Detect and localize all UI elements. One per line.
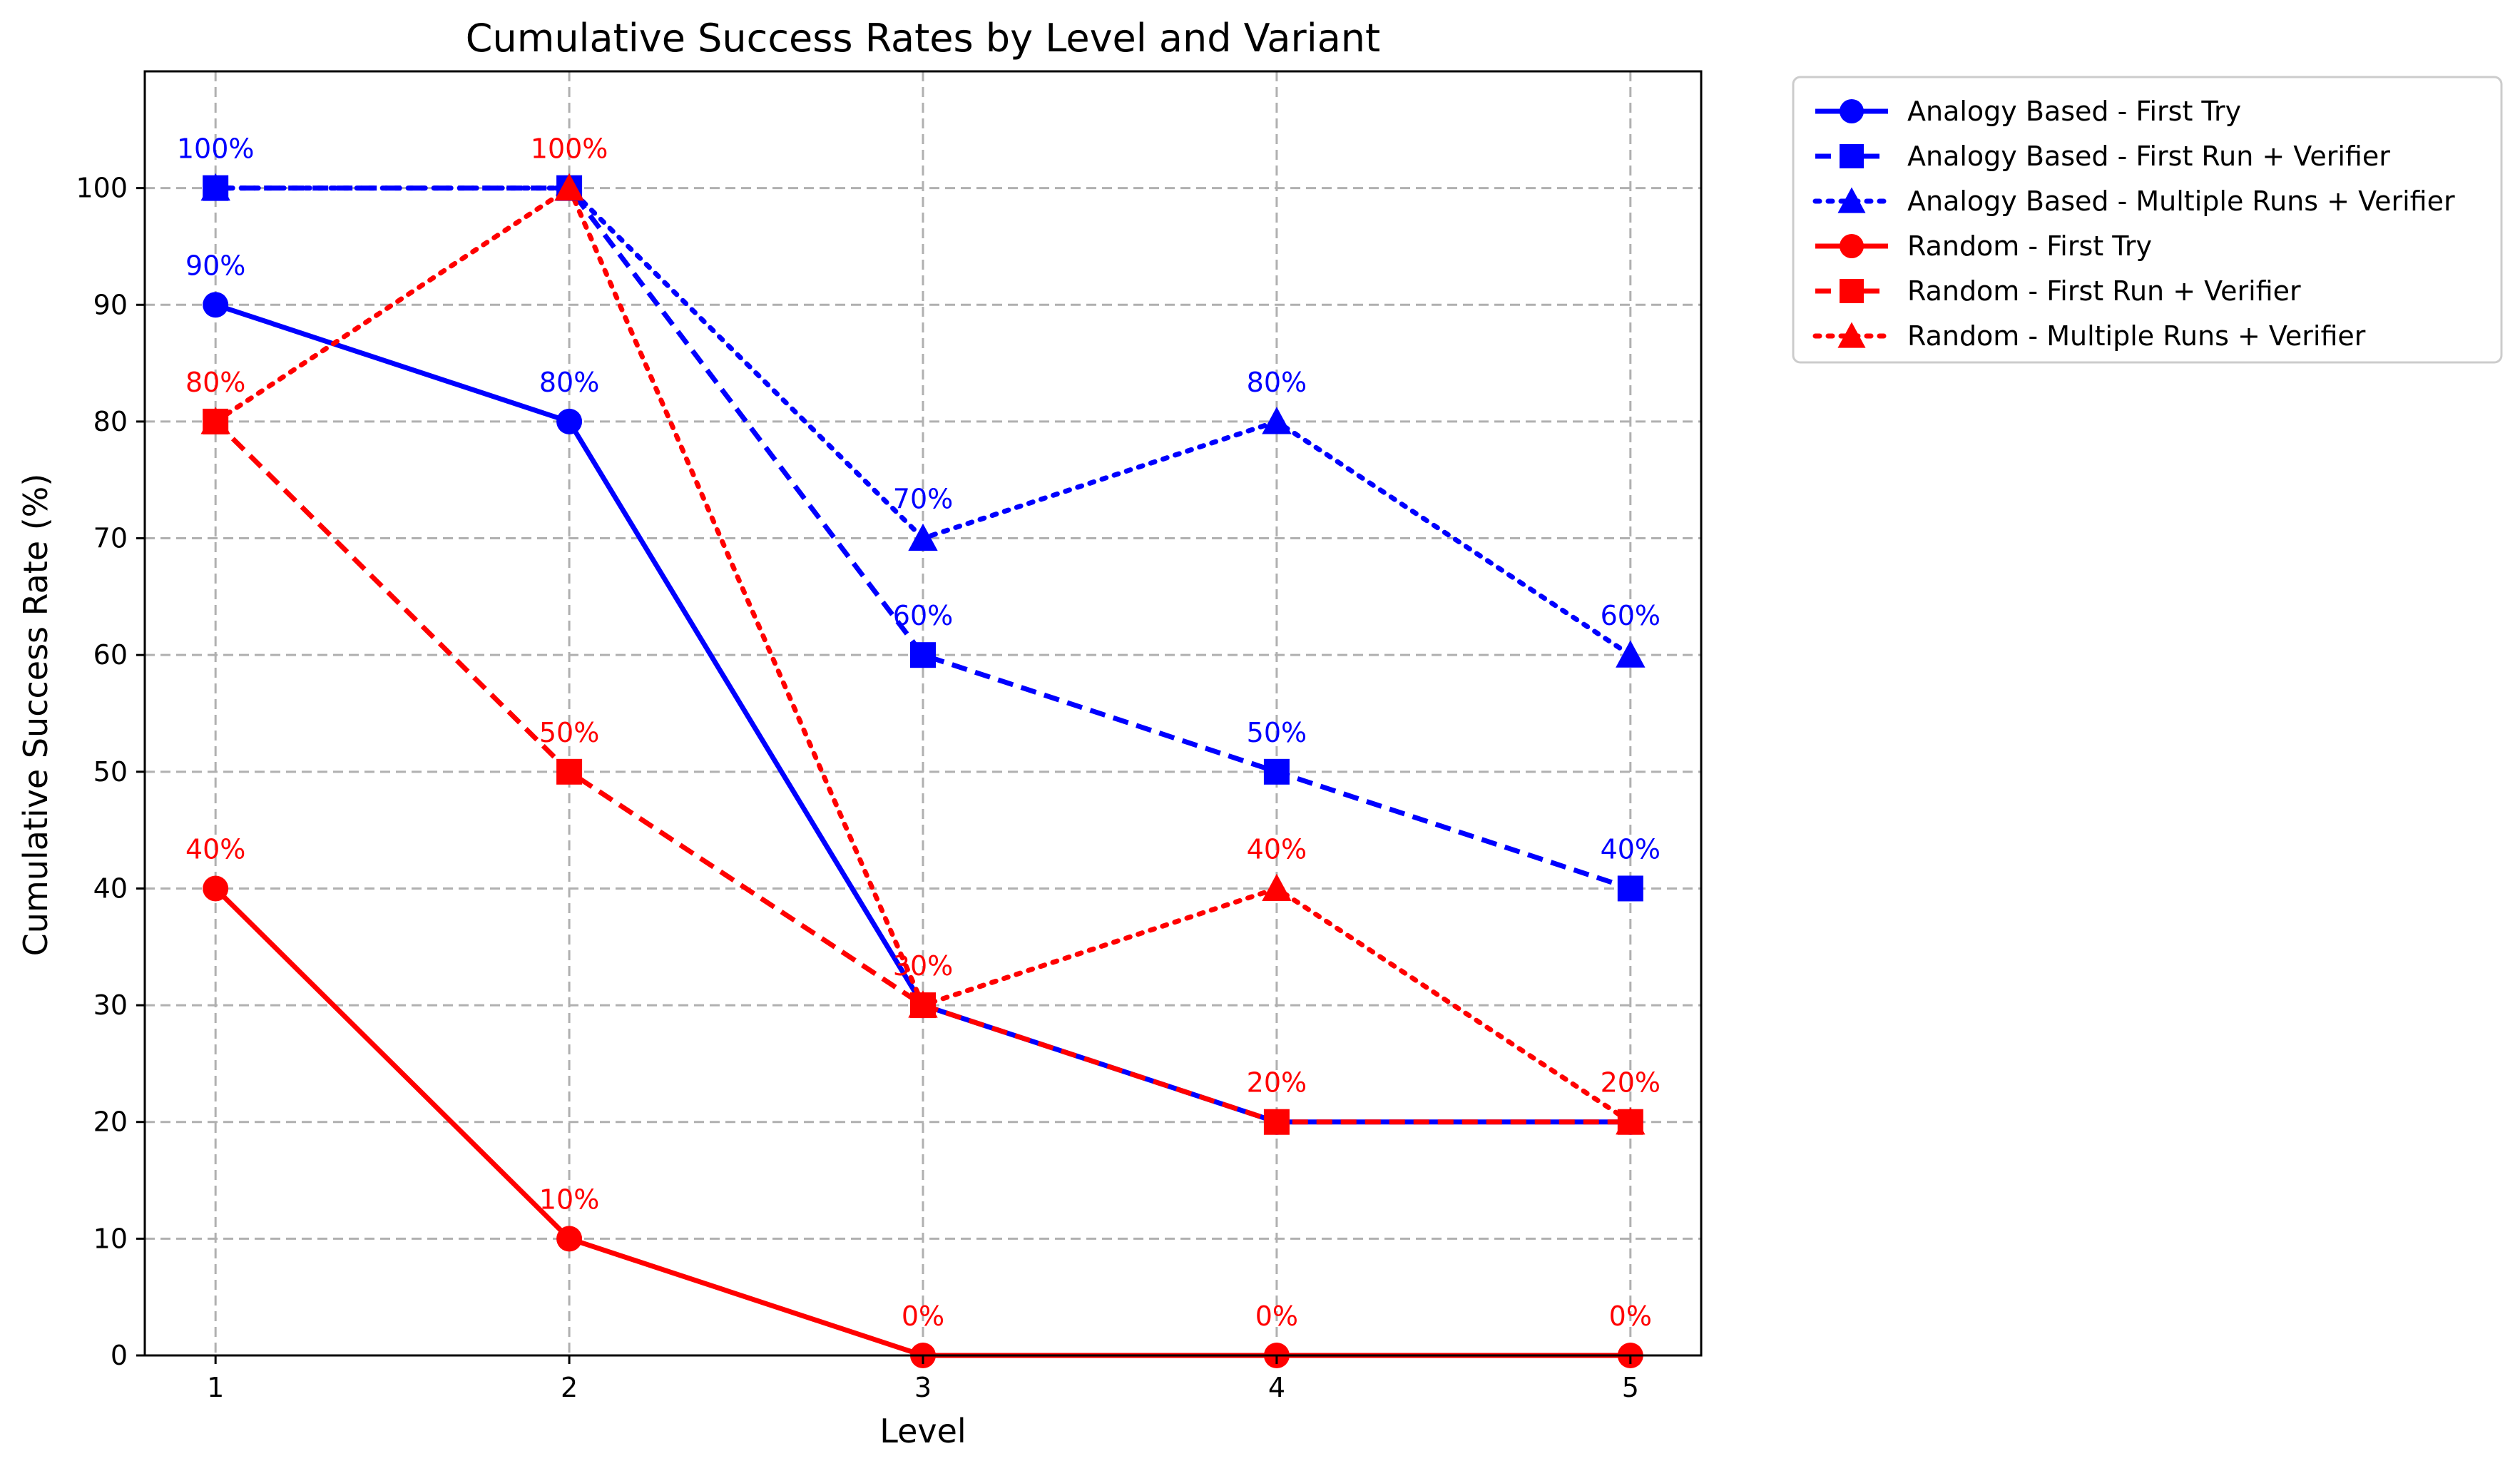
y-tick-label: 50 (93, 756, 128, 788)
data-point-marker (908, 523, 938, 551)
data-point-marker (1616, 1107, 1646, 1135)
x-tick-label: 5 (1622, 1372, 1639, 1403)
data-label: 20% (1247, 1067, 1307, 1099)
legend-label: Random - First Run + Verifier (1907, 275, 2301, 307)
legend-item: Random - First Try (1815, 230, 2152, 262)
x-tick-label: 3 (914, 1372, 932, 1403)
data-point-marker (200, 173, 230, 201)
grid (145, 71, 1701, 1357)
y-tick-label: 80 (93, 406, 128, 437)
y-tick-label: 30 (93, 989, 128, 1021)
legend-item: Analogy Based - Multiple Runs + Verifier (1812, 185, 2455, 217)
y-tick-label: 40 (93, 872, 128, 904)
data-label: 0% (1255, 1301, 1298, 1332)
series-line-1 (215, 185, 1631, 891)
data-point-marker (1262, 407, 1292, 434)
y-tick-label: 10 (93, 1223, 128, 1254)
data-label: 20% (1601, 1067, 1661, 1099)
legend-item: Analogy Based - First Try (1815, 96, 2241, 127)
data-point-marker (1262, 873, 1292, 902)
data-label: 80% (1247, 367, 1307, 398)
data-label: 100% (177, 133, 255, 165)
data-point-marker (1617, 875, 1643, 902)
legend-item: Random - Multiple Runs + Verifier (1812, 320, 2366, 352)
chart-title: Cumulative Success Rates by Level and Va… (466, 16, 1380, 61)
data-label: 80% (185, 367, 245, 398)
legend: Analogy Based - First Try Analogy Based -… (1792, 76, 2503, 364)
legend-marker (1837, 322, 1866, 348)
legend-label: Random - Multiple Runs + Verifier (1907, 320, 2366, 352)
data-label: 40% (185, 833, 245, 865)
data-label: 40% (1601, 833, 1661, 865)
y-tick-label: 60 (93, 639, 128, 671)
data-point-marker (556, 1226, 583, 1252)
legend-marker (1840, 279, 1864, 303)
data-label: 90% (185, 250, 245, 281)
data-point-marker (910, 642, 936, 668)
x-tick-label: 4 (1268, 1372, 1285, 1403)
y-tick-label: 0 (111, 1340, 128, 1371)
data-label: 30% (893, 950, 953, 982)
y-tick-label: 20 (93, 1106, 128, 1138)
y-tick-label: 70 (93, 523, 128, 554)
y-tick-label: 100 (76, 173, 128, 204)
data-label: 50% (1247, 717, 1307, 748)
data-label: 100% (531, 133, 608, 165)
y-axis-title: Cumulative Success Rate (%) (16, 474, 55, 957)
series-markers (200, 173, 1646, 1368)
data-point-marker (1263, 1109, 1290, 1135)
x-tick-label: 1 (207, 1372, 224, 1403)
legend-label: Analogy Based - First Run + Verifier (1907, 141, 2390, 172)
data-label: 0% (1609, 1301, 1652, 1332)
data-labels: 90% 80% 100% 60% 50% 40% 70% 80% 60% 40% 10% 0% 0% 0%… (177, 133, 1661, 1332)
data-label: 60% (893, 600, 953, 631)
legend-label: Analogy Based - First Try (1907, 96, 2241, 127)
data-label: 50% (539, 717, 599, 748)
data-point-marker (1263, 758, 1290, 785)
data-point-marker (1616, 640, 1646, 668)
x-tick-label: 2 (561, 1372, 578, 1403)
legend-label: Random - First Try (1907, 230, 2152, 262)
series-line-4 (213, 419, 1631, 1125)
data-point-marker (556, 758, 583, 785)
data-point-marker (203, 292, 229, 318)
data-label: 10% (539, 1184, 599, 1215)
data-label: 70% (893, 484, 953, 515)
x-axis-title: Level (879, 1412, 966, 1450)
data-label: 40% (1247, 833, 1307, 865)
legend-item: Random - First Run + Verifier (1815, 275, 2301, 307)
legend-marker (1840, 99, 1864, 123)
data-point-marker (200, 407, 230, 434)
legend-item: Analogy Based - First Run + Verifier (1815, 141, 2390, 172)
y-tick-label: 90 (93, 289, 128, 320)
data-label: 0% (902, 1301, 944, 1332)
legend-label: Analogy Based - Multiple Runs + Verifier (1907, 185, 2455, 217)
legend-marker (1840, 144, 1864, 168)
legend-marker (1837, 187, 1866, 213)
data-point-marker (554, 173, 584, 201)
data-label: 80% (539, 367, 599, 398)
data-point-marker (908, 990, 938, 1018)
data-point-marker (556, 408, 583, 434)
legend-frame (1792, 76, 2503, 364)
legend-marker (1840, 234, 1864, 258)
data-label: 60% (1601, 600, 1661, 631)
data-point-marker (203, 875, 229, 902)
